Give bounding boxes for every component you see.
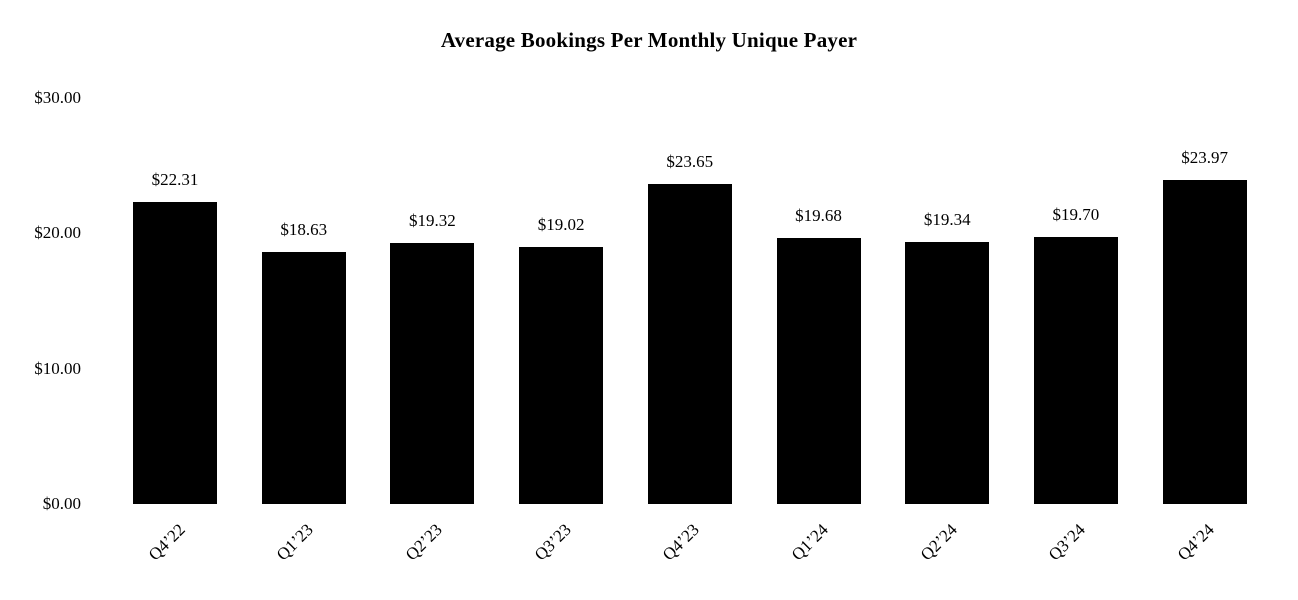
x-axis-tick-label: Q4’22 (144, 520, 189, 565)
x-axis-tick-label: Q3’24 (1045, 520, 1090, 565)
x-axis-tick-label: Q1’23 (272, 520, 318, 565)
bar-value-label: $18.63 (280, 219, 328, 239)
x-axis-tick-label: Q1’24 (787, 520, 832, 565)
x-axis-tick-label: Q3’23 (530, 520, 575, 565)
x-axis-tick-label: Q2’23 (401, 520, 446, 565)
bar-value-label: $19.02 (537, 214, 585, 234)
bar-value-label: $19.34 (923, 210, 971, 230)
bar-value-label: $23.97 (1181, 147, 1228, 167)
chart-title: Average Bookings Per Monthly Unique Paye… (440, 28, 858, 52)
x-axis-tick-label: Q2’24 (916, 520, 961, 565)
bar-value-label: $23.65 (666, 151, 714, 171)
y-axis-tick-label: $10.00 (34, 358, 81, 378)
x-axis-tick-label: Q4’23 (659, 520, 704, 565)
bar-value-label: $19.68 (795, 205, 842, 225)
y-axis-tick-label: $30.00 (34, 88, 81, 107)
bar-value-label: $19.32 (409, 210, 456, 230)
bar (261, 251, 346, 504)
x-axis-tick-label: Q4’24 (1173, 520, 1219, 565)
y-axis-tick-label: $20.00 (34, 223, 81, 243)
bar (133, 202, 217, 504)
bar (390, 242, 475, 504)
bar (1033, 237, 1118, 504)
y-axis-tick-label: $0.00 (42, 494, 81, 513)
bar-value-label: $19.70 (1052, 205, 1100, 225)
bar (647, 183, 732, 504)
bar (1162, 179, 1247, 504)
bar-value-label: $22.31 (151, 170, 199, 190)
bar (905, 242, 990, 504)
bar (519, 246, 604, 504)
bar (776, 237, 861, 504)
